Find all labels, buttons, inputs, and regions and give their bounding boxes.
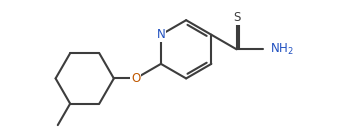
Text: NH$_2$: NH$_2$	[269, 42, 293, 57]
Text: O: O	[131, 72, 140, 85]
Text: S: S	[233, 11, 240, 24]
Text: N: N	[156, 28, 165, 41]
